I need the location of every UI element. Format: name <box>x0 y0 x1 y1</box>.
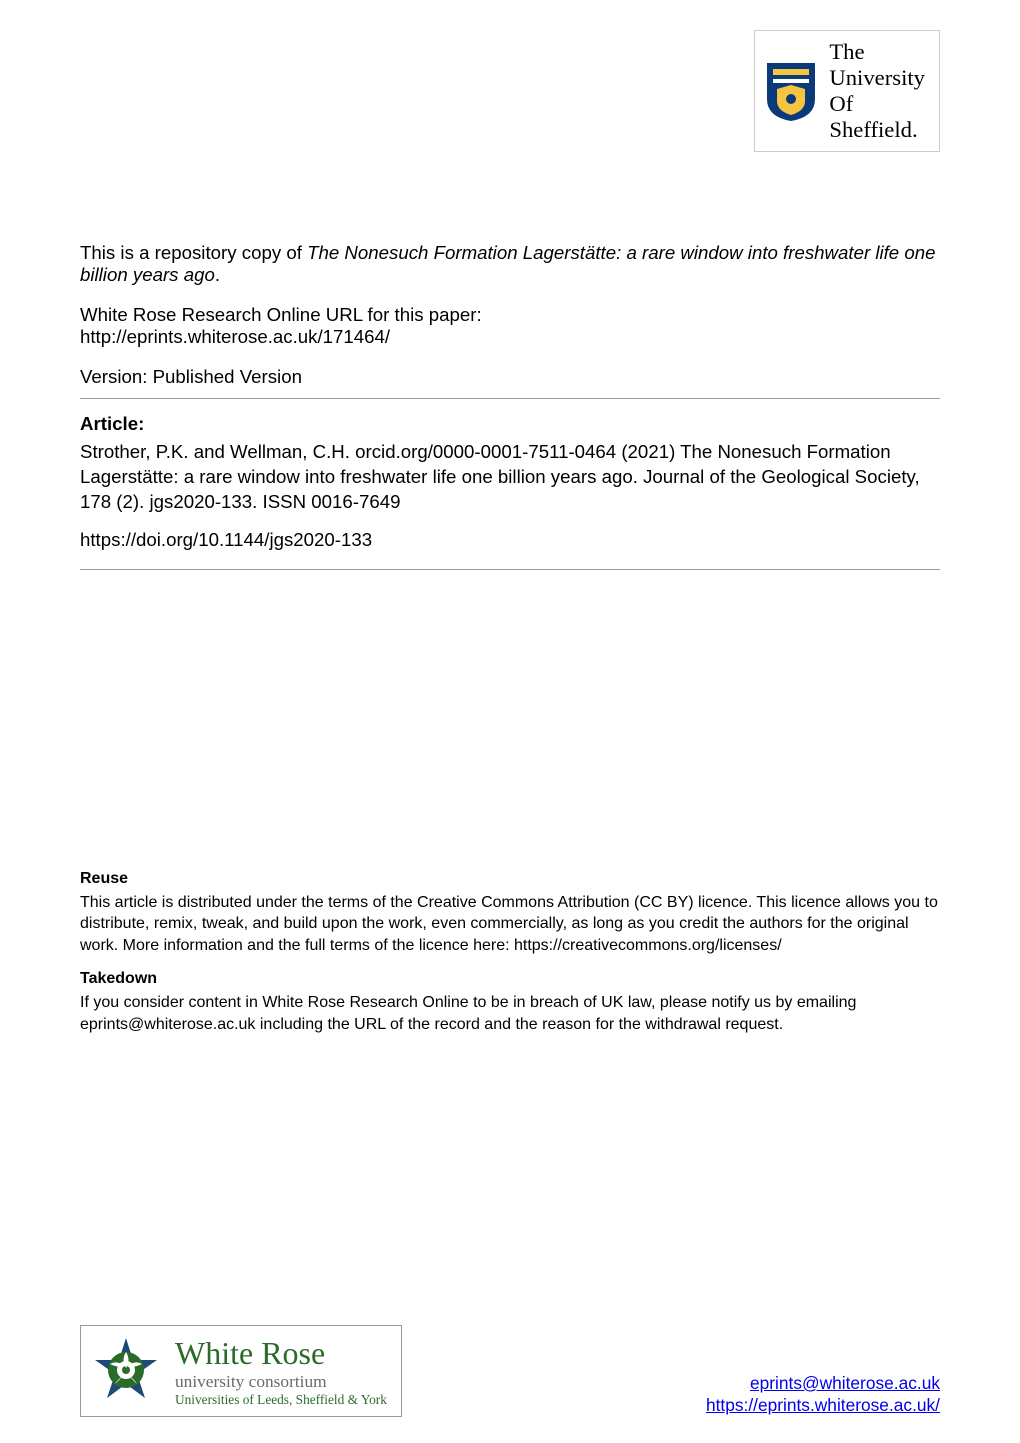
takedown-heading: Takedown <box>80 970 940 988</box>
reuse-body: This article is distributed under the te… <box>80 892 940 957</box>
logo-line-2: University <box>829 65 925 91</box>
logo-line-1: The <box>829 39 925 65</box>
footer-logo-block: White Rose university consortium Univers… <box>80 1325 402 1417</box>
footer-logo-text: White Rose university consortium Univers… <box>175 1335 387 1408</box>
url-block: White Rose Research Online URL for this … <box>80 304 940 348</box>
article-heading: Article: <box>80 413 940 435</box>
content-region: This is a repository copy of The Nonesuc… <box>0 242 1020 1036</box>
divider-2 <box>80 569 940 570</box>
footer-region: White Rose university consortium Univers… <box>80 1325 940 1417</box>
takedown-body: If you consider content in White Rose Re… <box>80 992 940 1035</box>
reuse-section: Reuse This article is distributed under … <box>80 870 940 957</box>
university-logo-text: The University Of Sheffield. <box>829 39 925 143</box>
intro-block: This is a repository copy of The Nonesuc… <box>80 242 940 286</box>
footer-logo-sub2: Universities of Leeds, Sheffield & York <box>175 1392 387 1408</box>
url-value: http://eprints.whiterose.ac.uk/171464/ <box>80 326 940 348</box>
footer-url-link[interactable]: https://eprints.whiterose.ac.uk/ <box>706 1395 940 1415</box>
divider-1 <box>80 398 940 399</box>
logo-line-4: Sheffield. <box>829 117 925 143</box>
university-logo-box: The University Of Sheffield. <box>754 30 940 152</box>
version-text: Version: Published Version <box>80 366 302 387</box>
intro-prefix: This is a repository copy of <box>80 242 307 263</box>
article-section: Article: Strother, P.K. and Wellman, C.H… <box>80 413 940 551</box>
white-rose-icon <box>87 1332 165 1410</box>
url-label: White Rose Research Online URL for this … <box>80 304 940 326</box>
footer-logo-title: White Rose <box>175 1335 387 1372</box>
footer-links: eprints@whiterose.ac.uk https://eprints.… <box>706 1372 940 1417</box>
header-region: The University Of Sheffield. <box>0 0 1020 172</box>
version-block: Version: Published Version <box>80 366 940 388</box>
reuse-heading: Reuse <box>80 870 940 888</box>
takedown-section: Takedown If you consider content in Whit… <box>80 970 940 1035</box>
intro-suffix: . <box>215 264 220 285</box>
sheffield-crest-icon <box>763 59 819 123</box>
article-doi: https://doi.org/10.1144/jgs2020-133 <box>80 529 940 551</box>
logo-line-3: Of <box>829 91 925 117</box>
article-body: Strother, P.K. and Wellman, C.H. orcid.o… <box>80 439 940 515</box>
footer-email-link[interactable]: eprints@whiterose.ac.uk <box>750 1373 940 1393</box>
footer-logo-sub1: university consortium <box>175 1372 387 1392</box>
